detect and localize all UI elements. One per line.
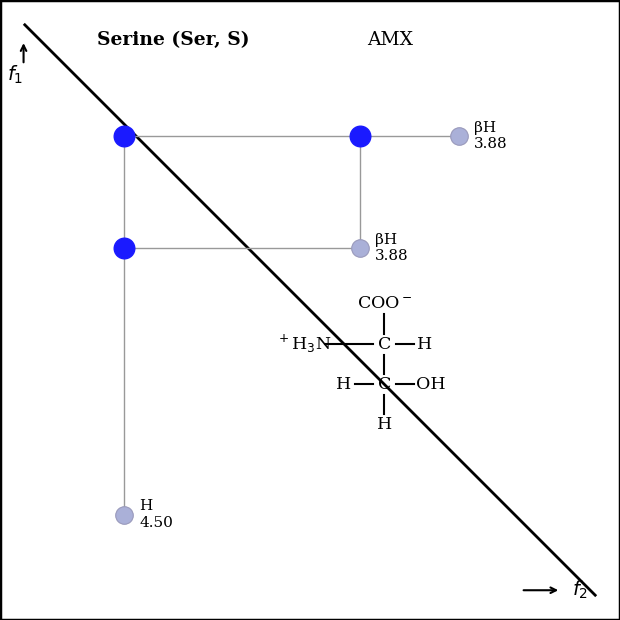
- Text: $f_2$: $f_2$: [572, 579, 588, 601]
- Text: $f_1$: $f_1$: [7, 63, 24, 86]
- Text: H
4.50: H 4.50: [140, 500, 174, 529]
- Text: C: C: [378, 376, 391, 393]
- Point: [119, 243, 129, 253]
- Text: AMX: AMX: [368, 31, 414, 50]
- Text: H: H: [377, 416, 392, 433]
- Text: $^+$H$_3$N: $^+$H$_3$N: [276, 333, 332, 355]
- Text: Serine (Ser, S): Serine (Ser, S): [97, 31, 250, 50]
- Point: [119, 510, 129, 520]
- Text: C: C: [378, 335, 391, 353]
- Point: [355, 243, 365, 253]
- Point: [355, 131, 365, 141]
- Text: βH
3.88: βH 3.88: [375, 233, 409, 263]
- Text: H: H: [337, 376, 352, 393]
- Text: OH: OH: [416, 376, 446, 393]
- Text: βH
3.88: βH 3.88: [474, 122, 508, 151]
- Point: [454, 131, 464, 141]
- Text: COO$^-$: COO$^-$: [356, 295, 412, 312]
- Point: [119, 131, 129, 141]
- Text: H: H: [417, 335, 432, 353]
